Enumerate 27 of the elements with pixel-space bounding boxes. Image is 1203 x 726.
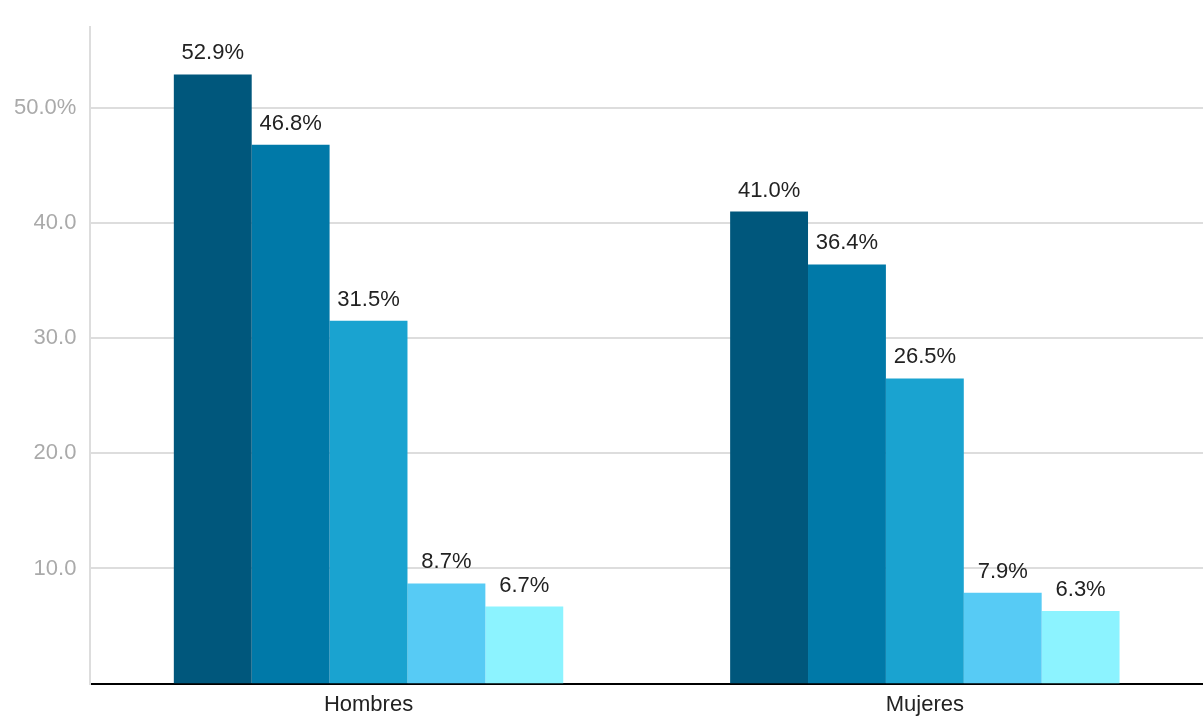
y-tick-label: 30.0 (33, 324, 77, 350)
bar (885, 378, 964, 684)
bar (730, 211, 809, 684)
x-tick-label: Mujeres (885, 690, 964, 716)
bar (251, 144, 330, 684)
y-tick-label: 50.0% (13, 93, 77, 119)
data-label: 7.9% (977, 557, 1028, 583)
data-label: 6.7% (499, 571, 550, 597)
bar (485, 606, 564, 684)
y-tick-label: 40.0 (33, 209, 77, 235)
bar (329, 320, 408, 684)
data-label: 26.5% (893, 343, 957, 369)
data-label: 52.9% (181, 39, 244, 65)
bar (1041, 611, 1120, 684)
bar (808, 264, 886, 684)
bar (173, 74, 252, 684)
y-tick-label: 20.0 (33, 439, 77, 465)
data-label: 31.5% (337, 285, 400, 311)
data-label: 46.8% (259, 109, 322, 135)
data-label: 36.4% (815, 229, 879, 255)
data-label: 41.0% (737, 176, 801, 202)
y-tick-label: 10.0 (33, 554, 77, 580)
x-tick-label: Hombres (323, 690, 414, 716)
data-label: 8.7% (421, 548, 472, 574)
bar (963, 592, 1042, 684)
data-label: 6.3% (1055, 576, 1106, 602)
bar (407, 583, 486, 684)
